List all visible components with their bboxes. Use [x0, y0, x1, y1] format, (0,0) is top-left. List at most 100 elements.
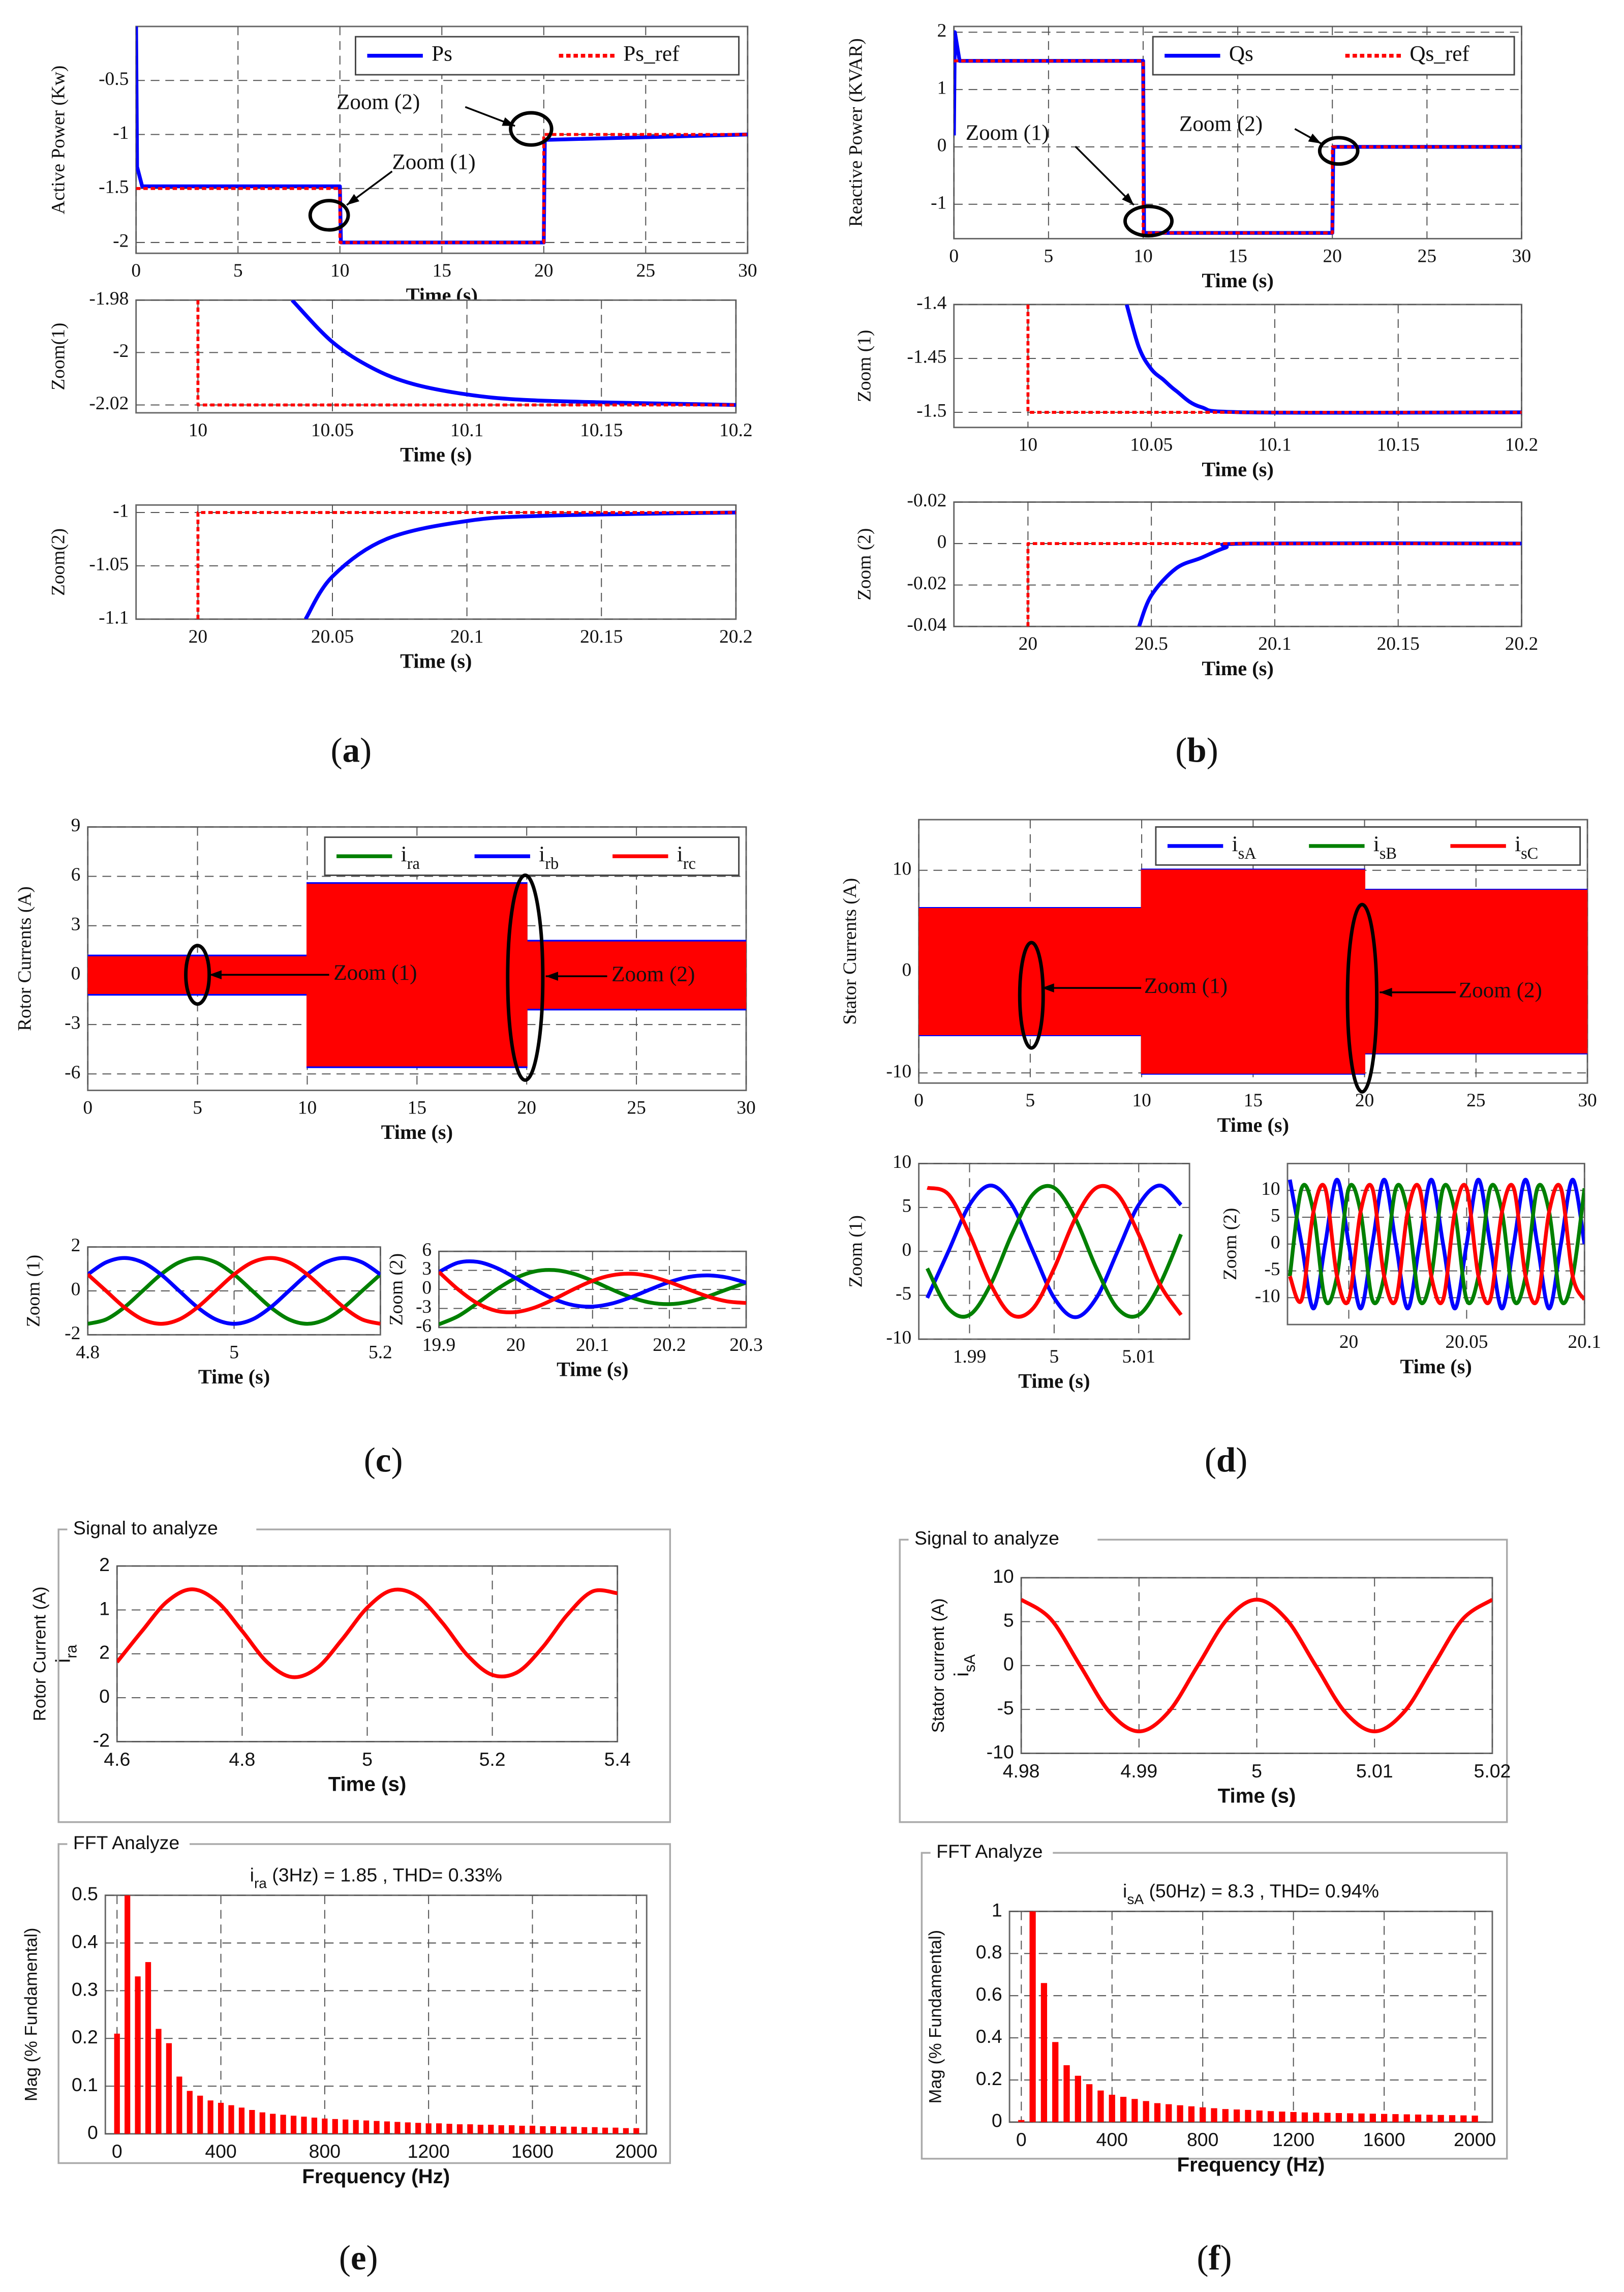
- bar: [114, 2033, 120, 2134]
- chart-title: isA (50Hz) = 8.3 , THD= 0.94%: [1123, 1880, 1379, 1907]
- x-tick-label: 5.2: [479, 1748, 506, 1770]
- bar: [1472, 2116, 1478, 2122]
- x-tick-label: 20.15: [1377, 634, 1420, 654]
- x-tick-label: 4.99: [1120, 1760, 1157, 1782]
- y-tick-label: 10: [1261, 1179, 1280, 1199]
- text-part: (: [339, 2238, 351, 2277]
- x-tick-label: 10.1: [1258, 435, 1291, 456]
- y-tick-label: 0.6: [976, 1983, 1002, 2005]
- bar: [1347, 2113, 1354, 2122]
- legend-label: isA: [1232, 832, 1257, 863]
- y-tick-label: -5: [997, 1697, 1014, 1718]
- x-tick-label: 20: [1355, 1090, 1374, 1111]
- bar: [1222, 2109, 1229, 2122]
- bar: [322, 2118, 328, 2134]
- data-layer: [117, 1587, 618, 1679]
- x-tick-label: 0: [1016, 2129, 1027, 2150]
- y-tick-label: 2: [71, 1235, 81, 1256]
- y-axis-label: Reactive Power (KVAR): [845, 38, 866, 227]
- x-tick-label: 20.05: [1445, 1332, 1488, 1352]
- annotation: Zoom (1): [392, 150, 475, 174]
- x-tick-label: 5.2: [369, 1342, 392, 1363]
- bar: [1381, 2114, 1388, 2122]
- text-part: (3Hz) = 1.85 , THD= 0.33%: [267, 1864, 502, 1885]
- y-tick-label: -6: [65, 1062, 80, 1083]
- x-tick-label: 25: [1466, 1090, 1485, 1111]
- y-tick-label: -2: [113, 231, 129, 252]
- current-band: [87, 884, 746, 1067]
- bar: [1426, 2115, 1433, 2122]
- bar: [488, 2125, 494, 2134]
- zoom-ellipse: [1123, 204, 1174, 238]
- x-tick-label: 4.6: [104, 1748, 130, 1770]
- bar: [1097, 2090, 1104, 2122]
- text-part: i: [1123, 1880, 1127, 1902]
- subscript: sA: [1127, 1891, 1144, 1907]
- subscript: sC: [1521, 845, 1538, 863]
- bar: [1029, 1911, 1036, 2122]
- x-tick-label: 5.4: [604, 1748, 631, 1770]
- x-axis-label: Time (s): [1217, 1113, 1289, 1136]
- text-part: ): [391, 1440, 403, 1479]
- bar: [1109, 2094, 1115, 2122]
- x-tick-label: 30: [737, 1098, 755, 1119]
- y-tick-label: 2: [99, 1554, 110, 1575]
- bar: [187, 2091, 193, 2134]
- y-tick-label: 0: [87, 2122, 98, 2143]
- bar: [529, 2125, 536, 2134]
- annotation: Zoom (1): [966, 121, 1049, 145]
- group-frame: [921, 1852, 1508, 2160]
- y-axis-label: Stator current (A): [929, 1598, 948, 1733]
- x-axis-label: Time (s): [400, 649, 472, 672]
- x-tick-label: 5.02: [1474, 1760, 1511, 1782]
- y-tick-label: 1: [937, 78, 947, 99]
- data-layer: [918, 868, 1588, 1075]
- y-tick-label: -1.5: [916, 401, 946, 421]
- y-tick-label: 0.8: [976, 1941, 1002, 1963]
- y-axis-label: Stator Currents (A): [840, 878, 861, 1025]
- header-background: [908, 1528, 1098, 1552]
- bar: [446, 2124, 452, 2134]
- x-axis-label: Time (s): [1218, 1785, 1296, 1807]
- x-axis-label: Time (s): [557, 1358, 628, 1381]
- bar: [197, 2095, 203, 2134]
- bar: [540, 2126, 546, 2134]
- bar: [332, 2119, 338, 2134]
- y-axis-label: Mag (% Fundamental): [926, 1930, 945, 2104]
- subscript: ra: [407, 855, 420, 873]
- y-tick-label: 5: [1271, 1205, 1280, 1226]
- data-layer: [1021, 1597, 1492, 1734]
- y-tick-label: 5: [902, 1195, 912, 1216]
- panel-letter: f: [1209, 2238, 1221, 2277]
- text-part: i: [401, 842, 407, 866]
- legend-label: ira: [401, 842, 420, 873]
- y-tick-label: 6: [422, 1240, 432, 1260]
- legend-box: [1155, 826, 1581, 866]
- x-tick-label: 25: [627, 1098, 646, 1119]
- y-tick-label: 5: [1003, 1609, 1014, 1631]
- x-tick-label: 10.15: [580, 420, 623, 441]
- data-line: [927, 1184, 1183, 1319]
- chart-title: ira (3Hz) = 1.85 , THD= 0.33%: [250, 1864, 502, 1891]
- zoom-ellipse: [506, 873, 545, 1082]
- y-axis-label: Rotor Currents (A): [14, 886, 35, 1031]
- y-tick-label: 0: [902, 1240, 912, 1260]
- x-tick-label: 20: [534, 260, 553, 281]
- y-axis-label: Zoom (1): [845, 1215, 866, 1287]
- arrow-head: [1122, 193, 1134, 205]
- bar: [1233, 2109, 1240, 2122]
- data-line: [954, 59, 1522, 235]
- text-part: (: [1205, 1440, 1216, 1479]
- bar: [592, 2127, 598, 2134]
- text-part: (: [364, 1440, 376, 1479]
- y-tick-label: 3: [71, 914, 81, 934]
- legend-box: [324, 836, 740, 876]
- y-tick-label: 2: [99, 1642, 110, 1663]
- x-tick-label: 0: [949, 246, 959, 266]
- data-layer: [1026, 304, 1522, 415]
- y-tick-label: 6: [71, 864, 81, 885]
- y-tick-label: -1: [113, 501, 129, 522]
- panel-letter: a: [343, 730, 360, 769]
- data-layer: [439, 1259, 746, 1326]
